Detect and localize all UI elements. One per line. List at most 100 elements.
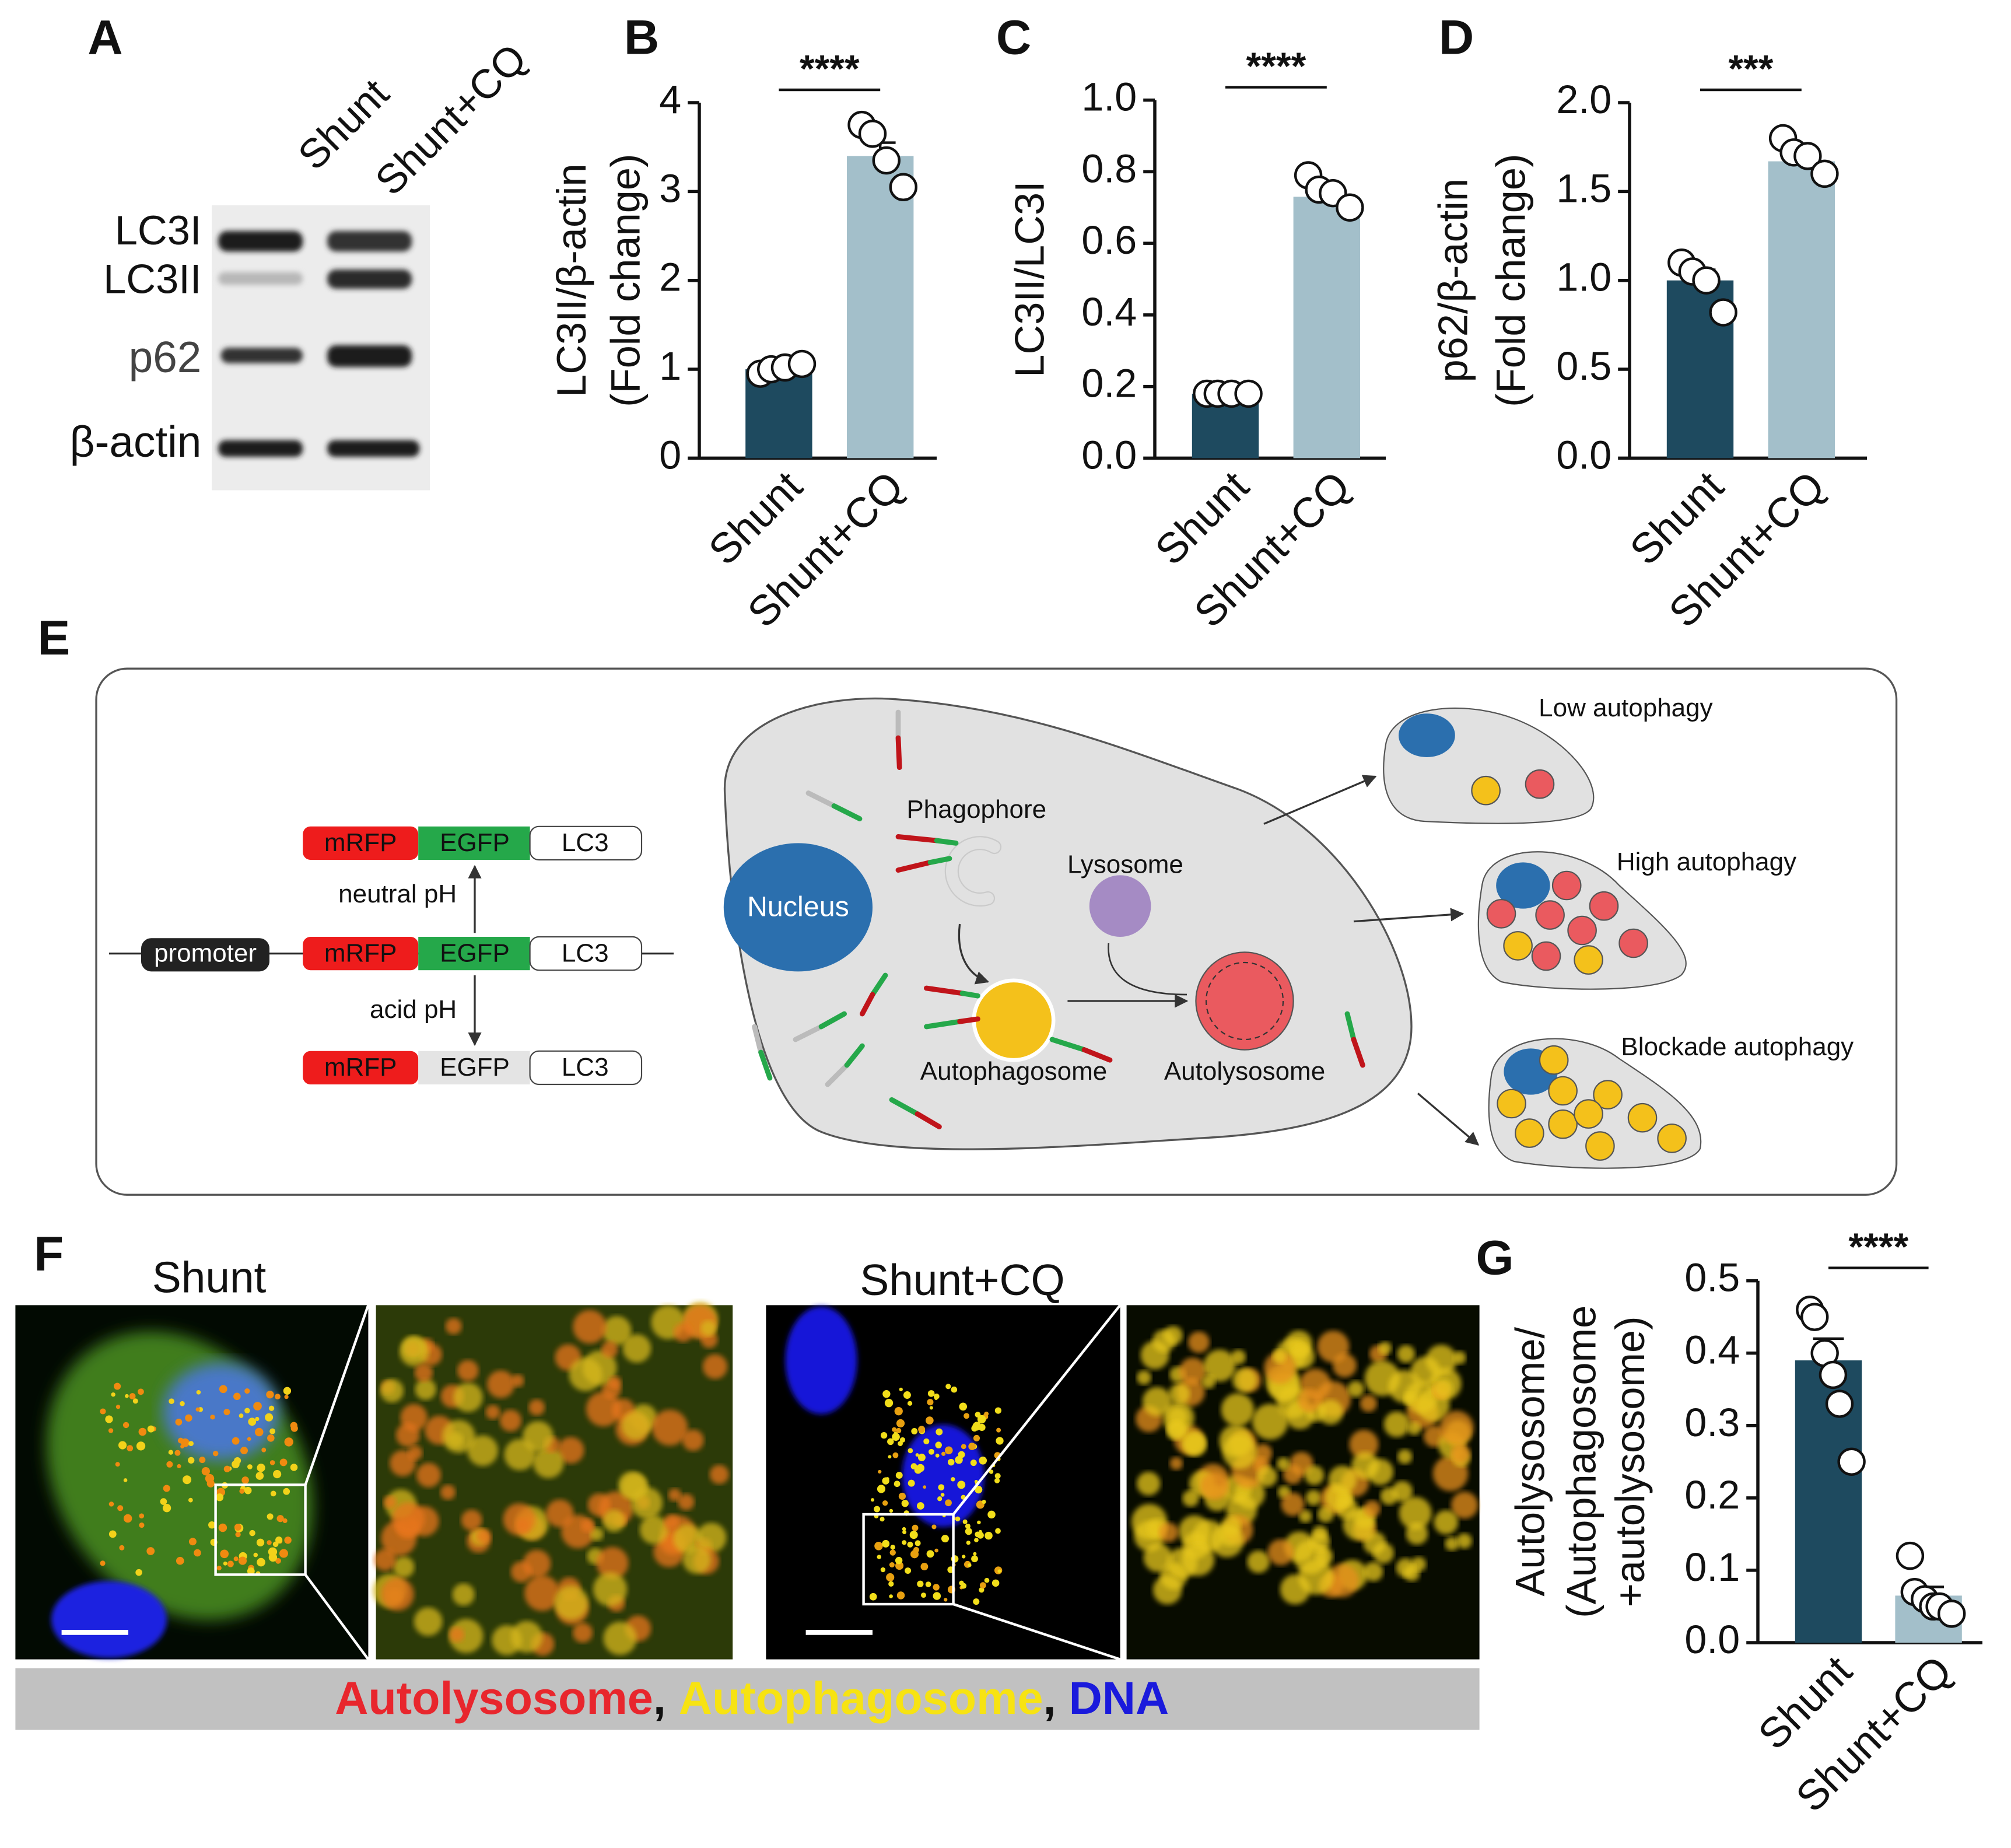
- puncta: [696, 1522, 727, 1553]
- puncta: [118, 1441, 127, 1450]
- significance-label: ***: [1728, 47, 1773, 90]
- y-tick-label: 1.0: [1556, 256, 1611, 300]
- lysosome: [1089, 875, 1151, 937]
- puncta: [216, 1565, 222, 1571]
- puncta: [1456, 1533, 1472, 1549]
- puncta: [414, 1607, 443, 1636]
- legend-entry: DNA: [1069, 1672, 1169, 1724]
- puncta: [901, 1500, 909, 1507]
- puncta: [234, 1524, 241, 1531]
- puncta: [1281, 1492, 1305, 1516]
- puncta: [944, 1446, 953, 1455]
- arrow: [958, 923, 990, 985]
- bar: [847, 156, 914, 459]
- puncta: [239, 1413, 244, 1418]
- puncta: [989, 1469, 994, 1474]
- panel-label: G: [1476, 1230, 1513, 1285]
- puncta: [912, 1524, 919, 1531]
- puncta: [910, 1550, 919, 1559]
- puncta: [220, 1549, 229, 1559]
- puncta: [267, 1513, 274, 1520]
- puncta: [1397, 1449, 1413, 1464]
- puncta: [936, 1428, 943, 1436]
- puncta: [188, 1441, 194, 1447]
- puncta: [962, 1555, 966, 1559]
- puncta: [1364, 1500, 1381, 1517]
- puncta: [651, 1409, 688, 1446]
- puncta: [927, 1399, 934, 1406]
- puncta: [1367, 1458, 1394, 1486]
- puncta: [108, 1428, 114, 1433]
- inset-line: [304, 1304, 370, 1486]
- y-tick-label: 1.5: [1556, 166, 1611, 211]
- puncta: [233, 1556, 239, 1562]
- puncta: [1210, 1524, 1244, 1558]
- inset-line: [304, 1574, 370, 1660]
- puncta: [1182, 1543, 1215, 1576]
- puncta: [979, 1587, 985, 1593]
- y-tick-label: 0.5: [1684, 1256, 1740, 1300]
- puncta: [188, 1538, 197, 1546]
- puncta: [391, 1502, 425, 1536]
- puncta: [523, 1421, 553, 1452]
- puncta: [256, 1538, 265, 1546]
- panel-label: C: [996, 9, 1031, 64]
- puncta: [1136, 1472, 1161, 1496]
- puncta: [992, 1579, 1000, 1587]
- puncta: [185, 1414, 192, 1422]
- puncta: [1203, 1349, 1236, 1382]
- puncta: [621, 1411, 650, 1440]
- puncta: [903, 1391, 911, 1399]
- puncta: [640, 1516, 668, 1544]
- puncta: [938, 1484, 945, 1491]
- puncta: [977, 1415, 986, 1424]
- puncta: [1347, 1381, 1364, 1398]
- puncta: [902, 1540, 907, 1545]
- puncta: [894, 1480, 901, 1488]
- data-point: [872, 146, 901, 175]
- image-title: Shunt: [152, 1252, 267, 1301]
- puncta: [176, 1556, 184, 1565]
- puncta: [1388, 1370, 1421, 1403]
- puncta: [889, 1508, 894, 1513]
- puncta: [935, 1441, 942, 1448]
- puncta: [390, 1450, 416, 1476]
- puncta: [100, 1408, 106, 1415]
- puncta: [169, 1398, 174, 1404]
- puncta: [201, 1467, 210, 1476]
- puncta: [1407, 1421, 1421, 1436]
- puncta: [994, 1473, 1001, 1479]
- bar: [1768, 161, 1835, 459]
- puncta: [908, 1448, 913, 1454]
- puncta: [923, 1485, 927, 1489]
- puncta: [996, 1427, 1001, 1433]
- puncta: [244, 1486, 252, 1494]
- puncta: [896, 1427, 902, 1434]
- puncta: [1187, 1331, 1210, 1353]
- puncta: [395, 1423, 420, 1447]
- puncta: [1304, 1465, 1325, 1485]
- puncta: [196, 1390, 201, 1395]
- puncta: [1267, 1539, 1294, 1566]
- legend: Autolysosome, Autophagosome, DNA: [335, 1672, 1169, 1724]
- puncta: [283, 1387, 292, 1395]
- puncta: [180, 1401, 185, 1406]
- puncta: [235, 1532, 241, 1538]
- puncta: [1445, 1536, 1459, 1551]
- puncta: [882, 1539, 890, 1548]
- y-tick-label: 0.6: [1081, 218, 1137, 262]
- puncta: [934, 1396, 938, 1400]
- puncta: [929, 1406, 933, 1410]
- puncta: [284, 1437, 293, 1447]
- y-tick-label: 0.0: [1556, 433, 1611, 477]
- puncta: [233, 1392, 241, 1401]
- puncta: [105, 1415, 113, 1423]
- puncta: [898, 1441, 903, 1447]
- puncta: [162, 1504, 171, 1513]
- puncta: [114, 1382, 121, 1390]
- puncta: [673, 1323, 693, 1342]
- puncta: [1406, 1522, 1428, 1545]
- puncta: [223, 1561, 227, 1566]
- puncta: [928, 1448, 934, 1455]
- puncta: [1201, 1375, 1215, 1389]
